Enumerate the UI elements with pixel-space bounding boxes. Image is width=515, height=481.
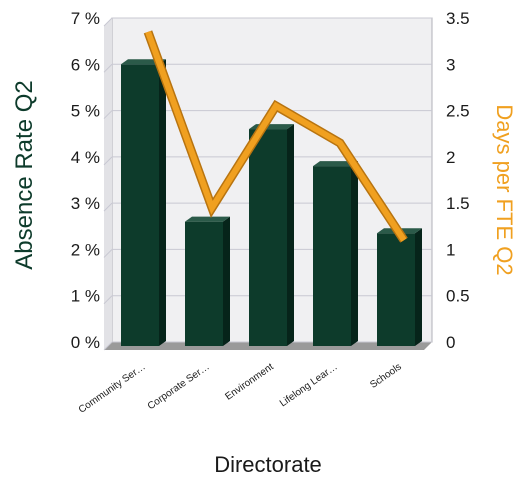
x-axis-title: Directorate (214, 452, 322, 477)
left-tick-label: 1 % (71, 287, 100, 306)
category-label: Environment (223, 361, 275, 402)
left-tick-label: 0 % (71, 333, 100, 352)
right-tick-label: 0 (446, 333, 455, 352)
left-tick-label: 7 % (71, 9, 100, 28)
bar-top (313, 161, 358, 167)
bar-front (313, 166, 351, 346)
gridline-diag (103, 110, 113, 119)
left-axis-ticks: 0 % 1 % 2 % 3 % 4 % 5 % 6 % 7 % (71, 9, 100, 352)
bar-side (159, 59, 166, 347)
right-tick-label: 2.5 (446, 102, 470, 121)
bar-front (377, 233, 415, 346)
bar (121, 59, 166, 347)
bar-top (185, 216, 230, 222)
bar-top (249, 124, 294, 130)
bar-side (223, 216, 230, 346)
left-tick-label: 5 % (71, 102, 100, 121)
gridline-diag (103, 202, 113, 212)
right-tick-label: 1 (446, 240, 455, 259)
left-axis-title: Absence Rate Q2 (11, 80, 38, 269)
category-label: Lifelong Lear… (278, 361, 340, 409)
bar-front (185, 221, 223, 346)
right-axis-ticks: 0 0.5 1 1.5 2 2.5 3 3.5 (446, 9, 470, 352)
category-label: Schools (368, 361, 403, 390)
side-wall (104, 18, 112, 350)
bar-front (121, 64, 159, 347)
right-tick-label: 1.5 (446, 194, 470, 213)
gridline-diag (103, 249, 113, 258)
gridline-diag (103, 295, 113, 305)
gridline-diag (103, 341, 113, 351)
category-label: Community Ser… (77, 361, 148, 415)
gridline-diag (103, 156, 113, 166)
bar (377, 228, 422, 346)
gridline-diag (103, 63, 113, 73)
category-label: Corporate Ser… (146, 361, 212, 412)
right-tick-label: 2 (446, 148, 455, 167)
bar-side (287, 124, 294, 346)
category-labels: Community Ser…Corporate Ser… Environment L… (77, 361, 404, 415)
right-axis-title: Days per FTE Q2 (492, 104, 515, 275)
bar-series (121, 59, 422, 347)
bar-front (249, 129, 287, 346)
bar (249, 124, 294, 346)
right-tick-label: 3 (446, 55, 455, 74)
right-tick-label: 0.5 (446, 287, 470, 306)
left-tick-label: 6 % (71, 55, 100, 74)
bar (185, 216, 230, 346)
left-tick-label: 3 % (71, 194, 100, 213)
gridline-diag (103, 17, 113, 27)
left-tick-label: 2 % (71, 240, 100, 259)
bar-side (351, 161, 358, 346)
right-tick-label: 3.5 (446, 9, 470, 28)
bar-side (415, 228, 422, 346)
bar (313, 161, 358, 346)
left-tick-label: 4 % (71, 148, 100, 167)
line-series (143, 30, 408, 243)
